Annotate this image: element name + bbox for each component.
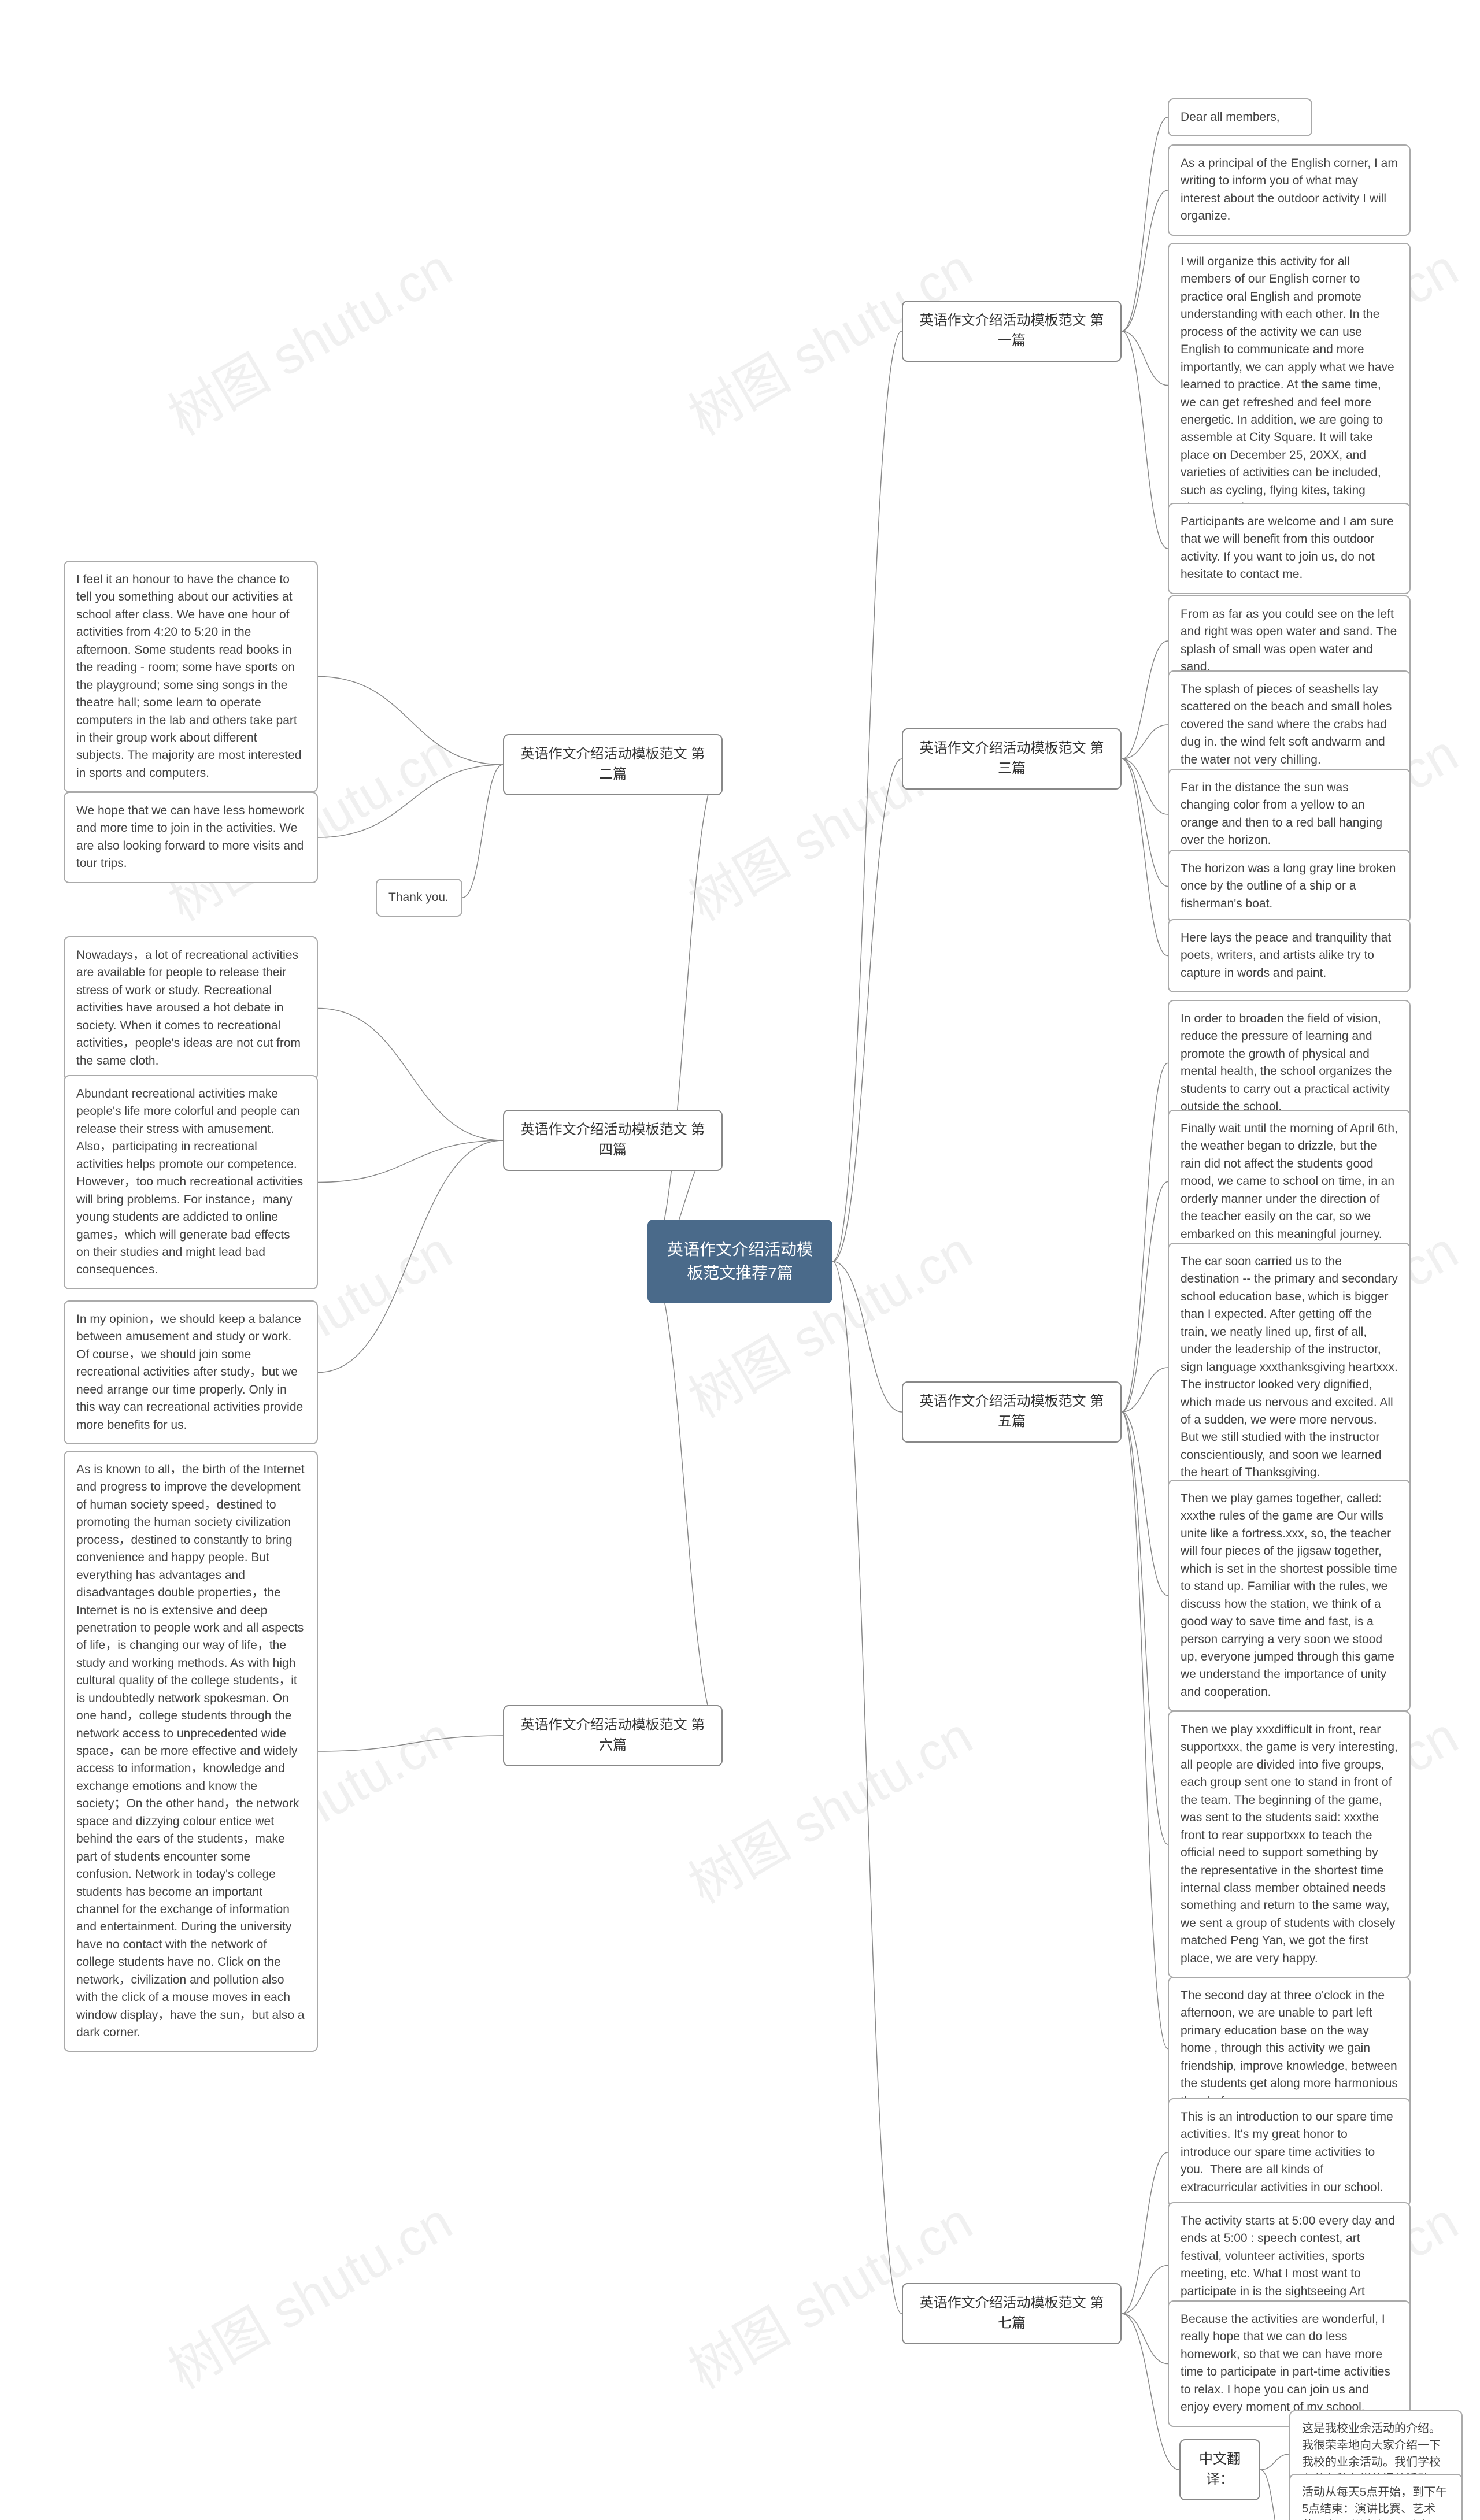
branch-node: 英语作文介绍活动模板范文 第四篇 [503, 1110, 723, 1171]
branch-node: 英语作文介绍活动模板范文 第六篇 [503, 1705, 723, 1766]
branch-node: 英语作文介绍活动模板范文 第五篇 [902, 1381, 1122, 1443]
branch-node: 英语作文介绍活动模板范文 第二篇 [503, 734, 723, 795]
leaf-node: Because the activities are wonderful, I … [1168, 2300, 1411, 2427]
leaf-node: In my opinion，we should keep a balance b… [64, 1300, 318, 1444]
leaf-node: I will organize this activity for all me… [1168, 243, 1411, 528]
leaf-node: Thank you. [376, 879, 462, 917]
watermark: 树图 shutu.cn [153, 227, 463, 449]
leaf-node: As a principal of the English corner, I … [1168, 144, 1411, 236]
leaf-node: As is known to all，the birth of the Inte… [64, 1451, 318, 2052]
leaf-node: In order to broaden the field of vision,… [1168, 1000, 1411, 1126]
leaf-node: Then we play games together, called: xxx… [1168, 1480, 1411, 1711]
leaf-node: Finally wait until the morning of April … [1168, 1110, 1411, 1254]
leaf-node: Here lays the peace and tranquility that… [1168, 919, 1411, 992]
leaf-node: The splash of pieces of seashells lay sc… [1168, 670, 1411, 779]
branch-node: 英语作文介绍活动模板范文 第七篇 [902, 2283, 1122, 2344]
leaf-node: The horizon was a long gray line broken … [1168, 850, 1411, 923]
branch-node: 英语作文介绍活动模板范文 第三篇 [902, 728, 1122, 790]
leaf-node: I feel it an honour to have the chance t… [64, 561, 318, 792]
leaf-node: Nowadays，a lot of recreational activitie… [64, 936, 318, 1080]
mindmap-canvas: 树图 shutu.cn树图 shutu.cn树图 shutu.cn树图 shut… [0, 0, 1480, 2520]
leaf-node: Then we play xxxdifficult in front, rear… [1168, 1711, 1411, 1978]
subbranch-node: 中文翻译： [1179, 2439, 1260, 2500]
leaf-node: The car soon carried us to the destinati… [1168, 1243, 1411, 1492]
leaf-node: Abundant recreational activities make pe… [64, 1075, 318, 1289]
leaf-node: This is an introduction to our spare tim… [1168, 2098, 1411, 2207]
leaf-node: 活动从每天5点开始，到下午5点结束：演讲比赛、艺术节、志愿者活动、运动会等。我最… [1289, 2474, 1463, 2520]
leaf-node: Dear all members, [1168, 98, 1312, 136]
root-node: 英语作文介绍活动模板范文推荐7篇 [648, 1220, 832, 1303]
leaf-node: Participants are welcome and I am sure t… [1168, 503, 1411, 594]
watermark: 树图 shutu.cn [153, 2180, 463, 2403]
leaf-node: Far in the distance the sun was changing… [1168, 769, 1411, 860]
branch-node: 英语作文介绍活动模板范文 第一篇 [902, 301, 1122, 362]
leaf-node: We hope that we can have less homework a… [64, 792, 318, 883]
